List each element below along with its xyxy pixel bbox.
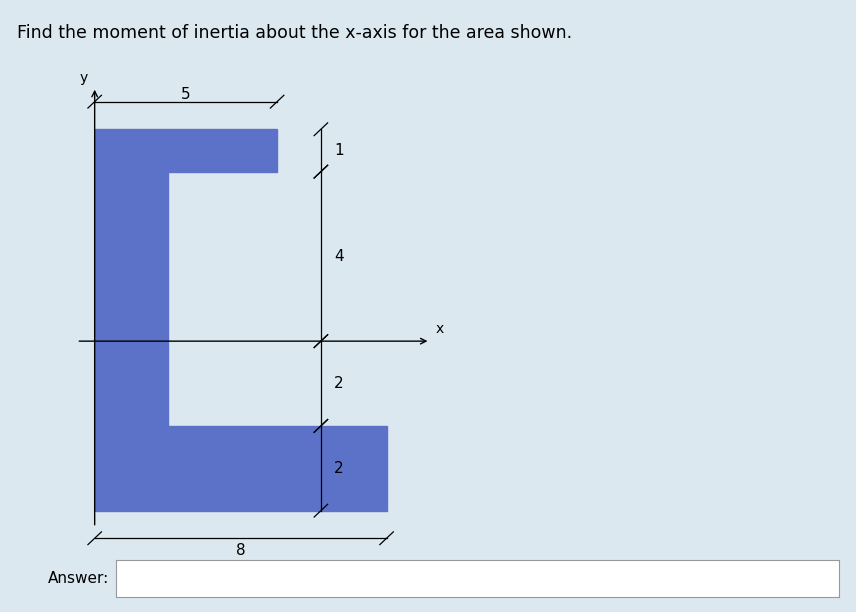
Text: Answer:: Answer: — [48, 571, 110, 586]
Text: 2: 2 — [334, 461, 344, 476]
Text: x: x — [436, 321, 444, 335]
Text: 2: 2 — [334, 376, 344, 391]
Text: 5: 5 — [181, 87, 191, 102]
Text: 4: 4 — [334, 249, 344, 264]
Text: 1: 1 — [334, 143, 344, 158]
Text: y: y — [80, 71, 88, 85]
Text: Find the moment of inertia about the x-axis for the area shown.: Find the moment of inertia about the x-a… — [17, 24, 573, 42]
Text: 8: 8 — [235, 543, 246, 558]
Polygon shape — [95, 129, 387, 510]
